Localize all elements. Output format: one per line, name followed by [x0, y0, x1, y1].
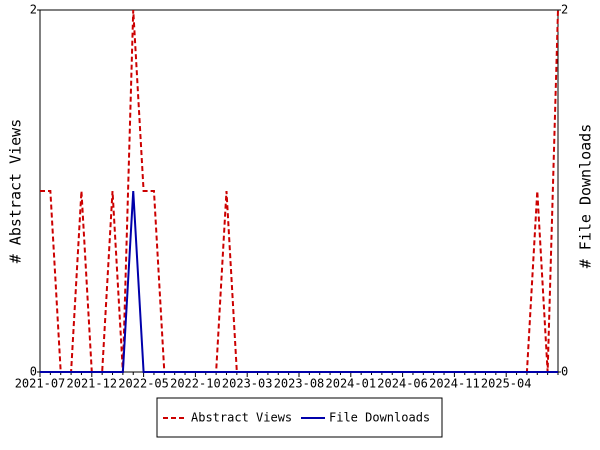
legend-box: [156, 397, 443, 438]
x-tick-label: 2021-12: [67, 377, 118, 391]
x-tick-label: 2023-03: [222, 377, 273, 391]
x-tick-label: 2025-04: [481, 377, 532, 391]
x-tick-label: 2021-07: [15, 377, 66, 391]
legend-label: Abstract Views: [191, 411, 292, 425]
legend-label: File Downloads: [329, 411, 430, 425]
y-axis-title: # Abstract Views: [7, 119, 25, 264]
plot-frame: [39, 9, 559, 373]
series-line: [40, 190, 558, 373]
x-tick-label: 2023-08: [274, 377, 325, 391]
y-tick-label: 2: [30, 3, 37, 17]
y2-axis-title: # File Downloads: [577, 124, 595, 269]
y2-tick-label: 2: [561, 3, 568, 17]
y2-tick-label: 0: [561, 365, 568, 379]
x-tick-label: 2024-06: [377, 377, 428, 391]
x-tick-label: 2022-05: [118, 377, 169, 391]
x-tick-label: 2024-01: [326, 377, 377, 391]
y-tick-label: 0: [30, 365, 37, 379]
x-tick-label: 2022-10: [170, 377, 221, 391]
x-tick-label: 2024-11: [429, 377, 480, 391]
